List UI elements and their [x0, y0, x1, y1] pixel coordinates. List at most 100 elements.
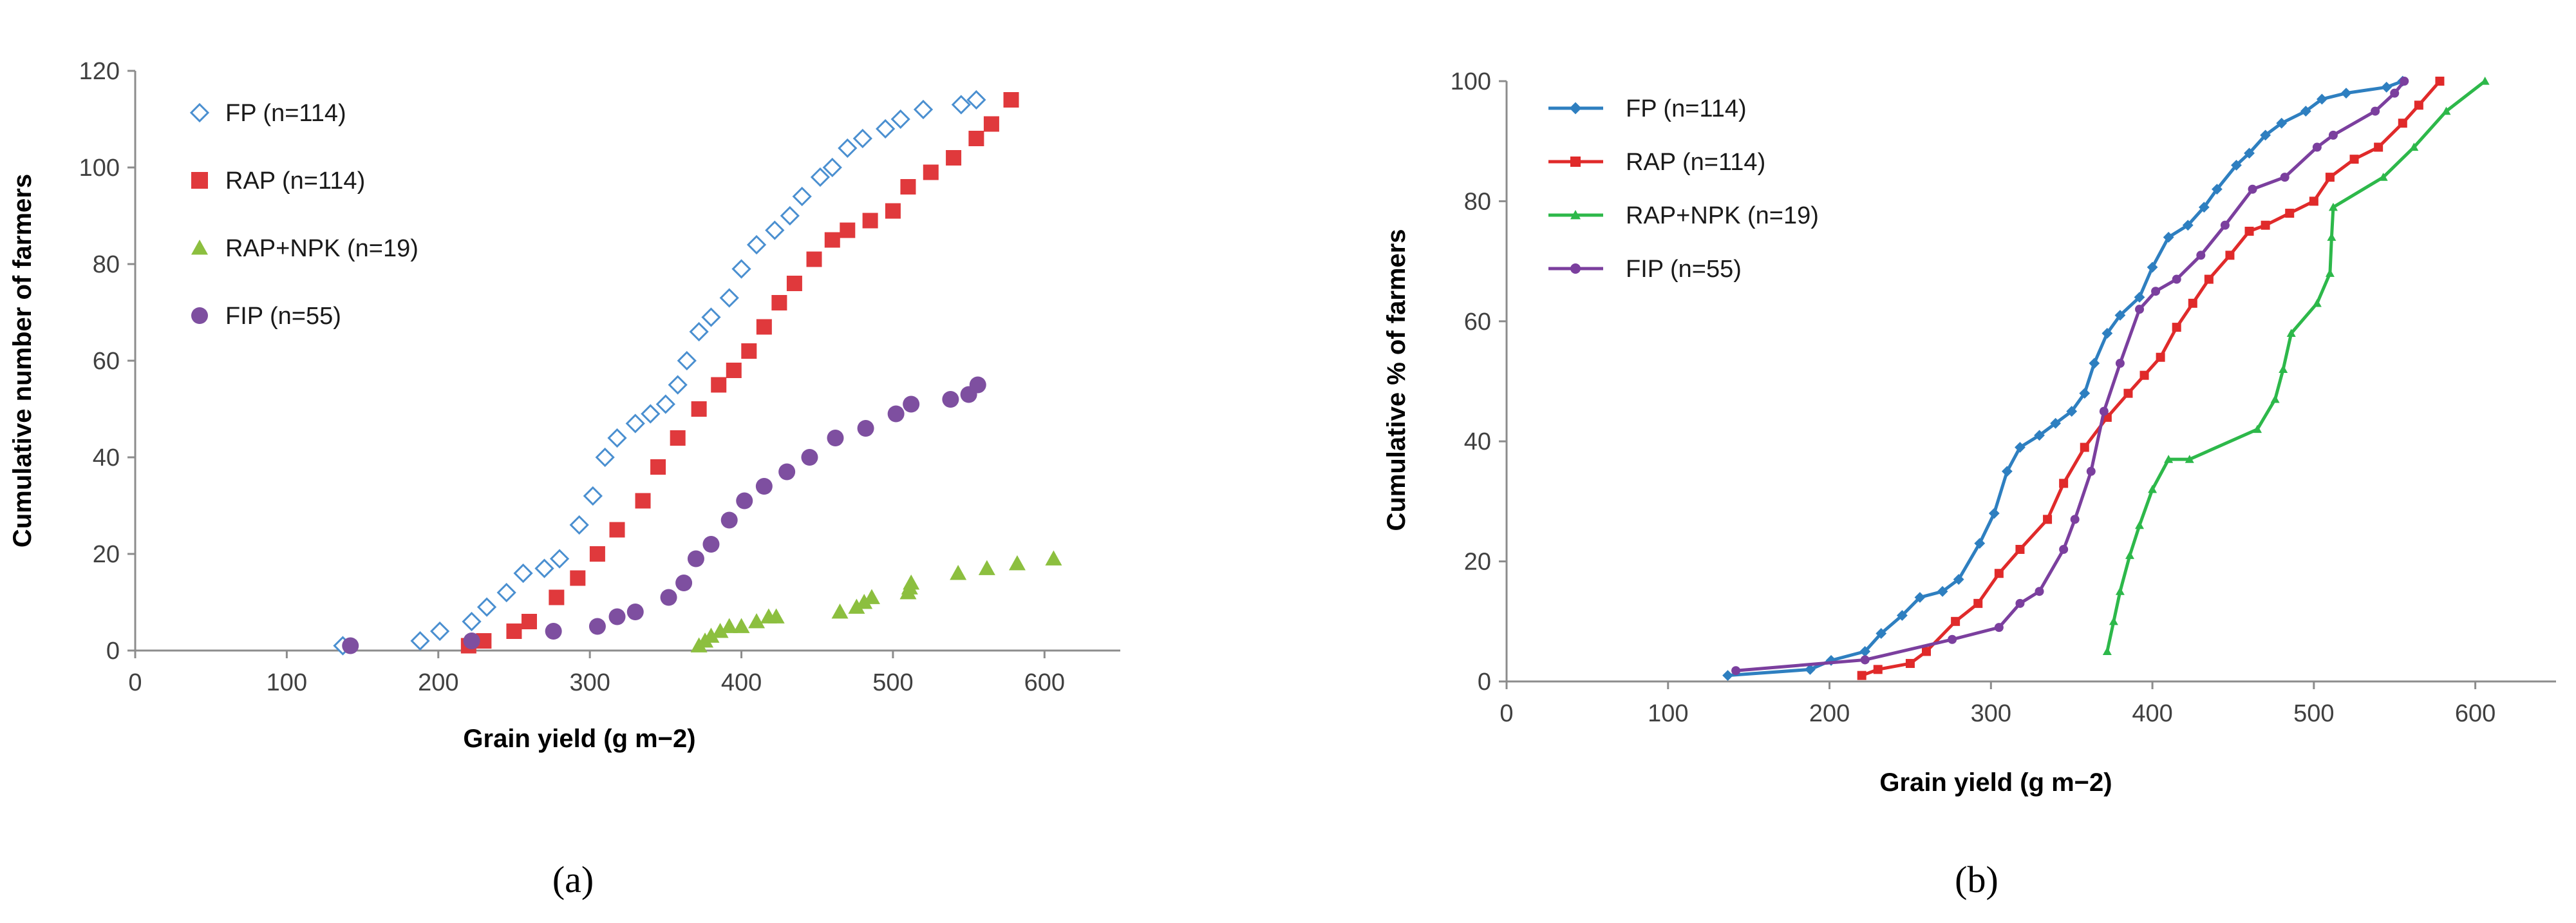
- y-tick-label: 20: [1464, 549, 1491, 576]
- data-point: [983, 116, 999, 132]
- data-point: [2172, 323, 2181, 332]
- data-point: [2286, 328, 2296, 338]
- data-point: [1003, 92, 1019, 108]
- data-point: [2279, 365, 2288, 373]
- data-point: [625, 414, 645, 433]
- data-point: [951, 95, 971, 115]
- data-point: [701, 307, 721, 327]
- data-point: [711, 623, 729, 638]
- data-point: [978, 560, 995, 575]
- data-point: [1857, 671, 1866, 680]
- x-tick-label: 300: [569, 669, 610, 696]
- series-fp: [1722, 75, 2409, 681]
- data-point: [2300, 106, 2311, 117]
- data-point: [822, 157, 842, 178]
- data-point: [545, 623, 562, 640]
- series-rap-npk: [2102, 77, 2490, 655]
- data-point: [1860, 655, 1870, 665]
- data-point: [756, 319, 772, 335]
- data-point: [2198, 202, 2210, 213]
- data-point: [786, 276, 802, 291]
- data-point: [476, 597, 497, 617]
- data-point: [2135, 520, 2145, 529]
- data-point: [641, 404, 661, 424]
- data-point: [2414, 100, 2423, 110]
- data-point: [827, 430, 844, 446]
- data-point: [913, 99, 934, 120]
- data-point: [2099, 406, 2109, 416]
- data-point: [862, 213, 878, 229]
- data-point: [675, 575, 693, 591]
- data-point: [2164, 455, 2174, 463]
- data-point: [2050, 417, 2062, 429]
- data-point: [702, 536, 720, 553]
- data-point: [2080, 442, 2089, 452]
- legend-marker: [1570, 210, 1581, 220]
- x-tick-label: 300: [1971, 700, 2011, 727]
- y-tick-label: 100: [1451, 68, 1491, 95]
- series-rap: [460, 92, 1019, 654]
- data-point: [1896, 610, 1908, 621]
- data-point: [2400, 77, 2409, 86]
- data-point: [2066, 406, 2078, 417]
- data-point: [2147, 262, 2158, 273]
- y-tick-label: 20: [93, 541, 120, 568]
- legend-marker: [189, 102, 210, 123]
- series-fip: [342, 376, 986, 654]
- data-point: [2231, 160, 2242, 171]
- legend-label: FIP (n=55): [225, 303, 341, 330]
- x-axis-title: Grain yield (g m−2): [463, 725, 695, 753]
- data-point: [852, 128, 872, 149]
- data-point: [1805, 663, 1816, 675]
- data-point: [2156, 352, 2165, 362]
- y-axis-title: Cumulative number of farmers: [8, 174, 37, 547]
- legend-item: FIP (n=55): [191, 303, 341, 330]
- data-point: [522, 614, 537, 629]
- legend-label: FP (n=114): [1626, 95, 1747, 122]
- data-point: [778, 463, 796, 481]
- data-point: [1873, 665, 1883, 674]
- data-point: [2101, 328, 2113, 339]
- legend-item: RAP (n=114): [191, 167, 365, 195]
- data-point: [691, 401, 707, 417]
- series-line: [1727, 79, 2403, 678]
- data-point: [887, 405, 905, 423]
- y-tick-label: 80: [93, 251, 120, 278]
- data-point: [1953, 574, 1964, 585]
- data-point: [2378, 173, 2388, 181]
- data-point: [677, 350, 697, 371]
- data-point: [626, 604, 644, 620]
- data-point: [1973, 598, 1983, 608]
- data-point: [1914, 592, 1926, 603]
- data-point: [1974, 538, 1986, 549]
- chart-panel-a: 0 100 200 300 400 500 600 0 20 40 60 80 100 120 Grain …: [8, 58, 1120, 900]
- data-point: [780, 205, 800, 226]
- data-point: [2309, 196, 2318, 206]
- y-tick-label: 0: [1478, 669, 1491, 696]
- data-point: [2135, 305, 2145, 314]
- data-point: [462, 611, 482, 632]
- data-point: [2035, 587, 2044, 596]
- series-line: [1735, 80, 2406, 672]
- x-tick-label: 600: [2455, 700, 2496, 727]
- data-point: [2441, 106, 2451, 115]
- data-point: [2349, 155, 2359, 164]
- data-point: [1876, 628, 1887, 639]
- data-point: [900, 179, 916, 195]
- data-point: [2312, 142, 2322, 152]
- data-point: [2398, 119, 2407, 128]
- data-point: [2204, 274, 2214, 284]
- data-point: [890, 109, 910, 129]
- data-point: [2244, 227, 2254, 236]
- data-point: [463, 633, 480, 649]
- data-point: [950, 565, 967, 580]
- data-point: [856, 594, 873, 609]
- data-point: [607, 428, 627, 448]
- data-point: [876, 119, 896, 139]
- data-point: [903, 395, 920, 413]
- data-point: [2371, 106, 2380, 116]
- data-point: [655, 394, 675, 414]
- legend-marker: [1570, 157, 1581, 167]
- data-point: [342, 637, 359, 654]
